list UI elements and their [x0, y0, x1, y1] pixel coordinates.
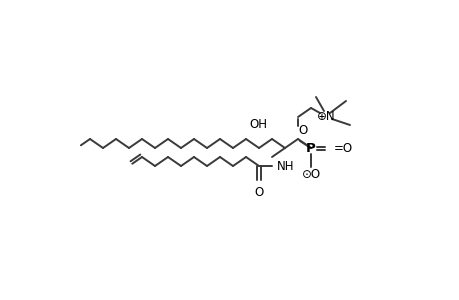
Text: P: P — [305, 142, 315, 154]
Text: OH: OH — [248, 118, 266, 131]
Text: ⊙O: ⊙O — [301, 169, 320, 182]
Text: ⊕N: ⊕N — [316, 110, 335, 124]
Text: O: O — [298, 124, 307, 137]
Text: NH: NH — [277, 160, 294, 173]
Text: O: O — [254, 185, 263, 199]
Text: =O: =O — [333, 142, 353, 154]
